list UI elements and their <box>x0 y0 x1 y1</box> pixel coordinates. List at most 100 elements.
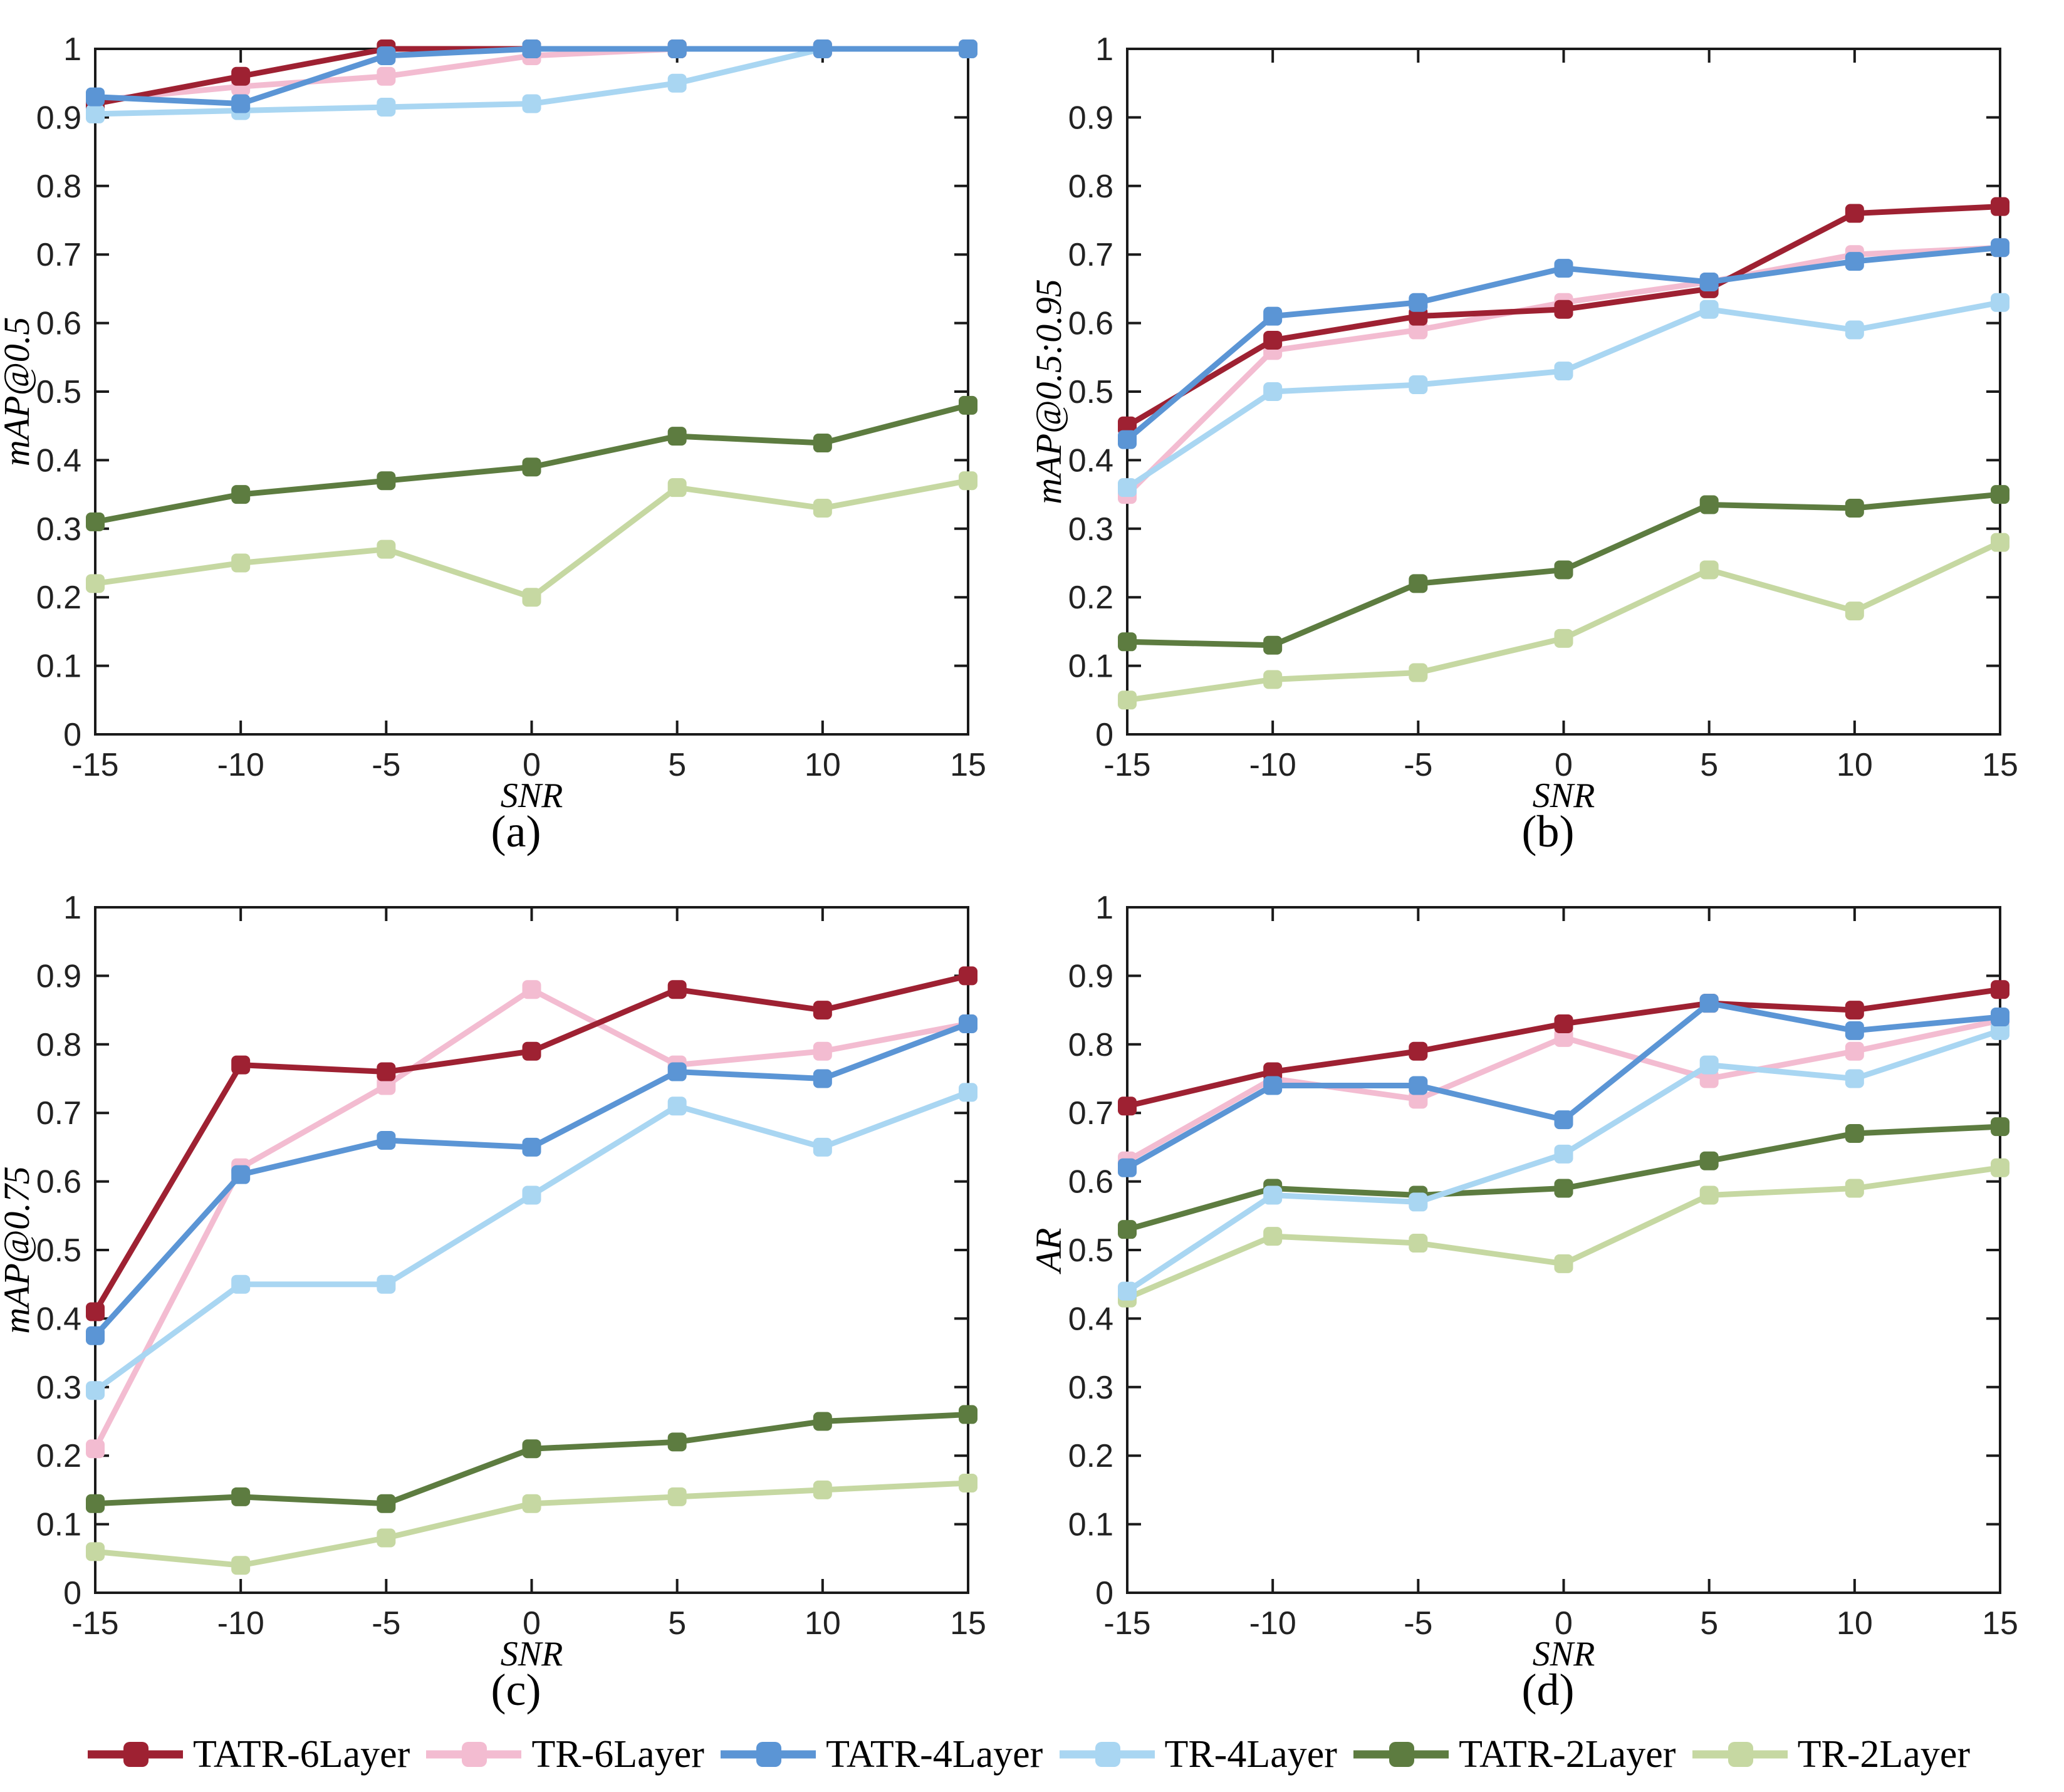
series-marker-TATR-6Layer <box>1554 300 1573 319</box>
legend-marker <box>1095 1742 1120 1767</box>
series-marker-TATR-2Layer <box>667 427 687 446</box>
y-tick-label: 0.3 <box>1068 1370 1113 1406</box>
series-marker-TR-4Layer <box>86 104 105 123</box>
series-marker-TATR-4Layer <box>959 1014 977 1033</box>
y-tick-label: 0.7 <box>36 237 81 273</box>
x-tick-label: -15 <box>1103 1605 1150 1642</box>
x-tick-label: -15 <box>71 1605 118 1642</box>
chart-d-caption: (d) <box>1521 1665 1575 1715</box>
series-marker-TATR-6Layer <box>1991 197 2009 216</box>
y-tick-label: 0.5 <box>36 374 81 410</box>
y-tick-label: 0.4 <box>1068 442 1113 479</box>
x-tick-label: 5 <box>668 747 686 783</box>
legend-square-icon <box>721 1742 816 1767</box>
series-marker-TR-2Layer <box>231 553 251 573</box>
series-marker-TATR-6Layer <box>1991 980 2009 999</box>
series-marker-TR-2Layer <box>667 478 687 497</box>
x-tick-label: 10 <box>805 747 841 783</box>
legend-item-label: TATR-4Layer <box>826 1732 1043 1776</box>
y-tick-label: 0.4 <box>36 1301 81 1337</box>
chart-d-svg: -15 -10 -5 0 5 10 15 0 0.1 0.2 0.3 0.4 0.5 0.6 0.7 0.8 0… <box>1032 890 2018 1667</box>
series-marker-TATR-4Layer <box>1263 306 1283 326</box>
y-tick-label: 0.1 <box>36 649 81 685</box>
x-tick-label: 0 <box>523 747 541 783</box>
y-axis-label: mAP@0.75 <box>0 1166 37 1334</box>
series-marker-TATR-2Layer <box>377 471 396 491</box>
y-tick-label: 0.8 <box>36 169 81 205</box>
series-marker-TATR-2Layer <box>377 1494 396 1513</box>
x-tick-label: 10 <box>1837 1605 1873 1642</box>
x-tick-label: 5 <box>1700 747 1718 783</box>
series-marker-TR-4Layer <box>377 97 396 117</box>
series-marker-TATR-4Layer <box>86 87 105 107</box>
legend-item-TR-6Layer: TR-6Layer <box>426 1732 704 1777</box>
series-marker-TATR-2Layer <box>959 1405 977 1424</box>
series-marker-TR-4Layer <box>522 1185 541 1205</box>
series-marker-TR-2Layer <box>1409 663 1428 682</box>
series-marker-TR-4Layer <box>1699 300 1719 319</box>
legend-item-TATR-2Layer: TATR-2Layer <box>1353 1732 1676 1777</box>
x-tick-label: -5 <box>1404 747 1432 783</box>
series-marker-TATR-2Layer <box>1554 560 1573 580</box>
series-marker-TATR-2Layer <box>1991 1117 2009 1137</box>
series-marker-TR-2Layer <box>813 498 832 518</box>
chart-panel-c: -15 -10 -5 0 5 10 15 0 0.1 0.2 0.3 0.4 0.5 0.6 0.7 0.8 0… <box>0 858 1032 1717</box>
chart-c-svg: -15 -10 -5 0 5 10 15 0 0.1 0.2 0.3 0.4 0.5 0.6 0.7 0.8 0… <box>0 890 986 1667</box>
series-marker-TR-2Layer <box>86 1542 105 1561</box>
series-marker-TR-2Layer <box>1263 1227 1283 1246</box>
y-tick-label: 0 <box>1095 1575 1113 1612</box>
x-tick-label: -5 <box>372 1605 400 1642</box>
chart-b-svg: -15 -10 -5 0 5 10 15 0 0.1 0.2 0.3 0.4 0.5 0.6 0.7 0.8 0… <box>1032 31 2018 808</box>
series-marker-TATR-4Layer <box>1699 272 1719 291</box>
series-marker-TATR-6Layer <box>1845 1001 1864 1020</box>
series-marker-TATR-2Layer <box>86 1494 105 1513</box>
series-marker-TATR-6Layer <box>667 980 687 999</box>
series-marker-TR-4Layer <box>86 1381 105 1400</box>
series-marker-TR-2Layer <box>1845 1179 1864 1198</box>
series-marker-TATR-2Layer <box>1699 495 1719 514</box>
legend-item-TATR-4Layer: TATR-4Layer <box>721 1732 1043 1777</box>
series-marker-TR-4Layer <box>667 73 687 93</box>
y-tick-label: 0.9 <box>36 958 81 994</box>
y-tick-label: 0.3 <box>36 1370 81 1406</box>
x-tick-label: 10 <box>1837 747 1873 783</box>
legend: TATR-6Layer TR-6Layer TATR-4Layer TR-4Layer… <box>0 1717 2064 1792</box>
legend-item-label: TATR-2Layer <box>1459 1732 1676 1776</box>
y-tick-label: 0.5 <box>36 1232 81 1269</box>
series-marker-TATR-4Layer <box>1409 1076 1428 1095</box>
series-marker-TR-4Layer <box>1845 320 1864 340</box>
series-marker-TATR-2Layer <box>86 512 105 531</box>
series-marker-TR-2Layer <box>1554 628 1573 648</box>
series-marker-TR-4Layer <box>1845 1069 1864 1088</box>
y-tick-label: 0.7 <box>36 1095 81 1132</box>
chart-grid: -15 -10 -5 0 5 10 15 0 0.1 0.2 0.3 0.4 0.5 0.6 0.7 0.8 0… <box>0 31 2064 1717</box>
series-marker-TATR-2Layer <box>522 457 541 477</box>
x-axis-label: SNR <box>501 776 563 808</box>
y-tick-label: 0.6 <box>36 306 81 342</box>
y-tick-label: 0.8 <box>1068 1027 1113 1063</box>
series-marker-TATR-2Layer <box>1699 1151 1719 1170</box>
series-marker-TR-4Layer <box>959 1083 977 1102</box>
legend-square-icon <box>426 1742 522 1767</box>
series-marker-TR-4Layer <box>377 1274 396 1294</box>
series-marker-TATR-2Layer <box>813 434 832 453</box>
series-marker-TATR-4Layer <box>1845 1021 1864 1040</box>
series-marker-TATR-2Layer <box>1263 635 1283 655</box>
series-marker-TATR-6Layer <box>1263 330 1283 350</box>
series-marker-TATR-4Layer <box>813 1069 832 1088</box>
y-tick-label: 0.7 <box>1068 237 1113 273</box>
series-marker-TATR-6Layer <box>1554 1014 1573 1033</box>
series-marker-TATR-2Layer <box>522 1439 541 1459</box>
series-marker-TR-4Layer <box>1118 1281 1137 1301</box>
series-line-TATR-4Layer <box>92 1021 971 1339</box>
series-marker-TR-2Layer <box>522 1494 541 1513</box>
chart-panel-d: -15 -10 -5 0 5 10 15 0 0.1 0.2 0.3 0.4 0.5 0.6 0.7 0.8 0… <box>1032 858 2064 1717</box>
series-marker-TATR-2Layer <box>1991 485 2009 504</box>
series-marker-TR-2Layer <box>1845 602 1864 621</box>
series-marker-TR-4Layer <box>1263 382 1283 401</box>
series-marker-TATR-2Layer <box>1409 574 1428 593</box>
chart-a-caption: (a) <box>491 806 541 857</box>
series-marker-TR-4Layer <box>1699 1055 1719 1075</box>
series-marker-TATR-4Layer <box>959 39 977 58</box>
series-marker-TATR-6Layer <box>231 1055 251 1075</box>
